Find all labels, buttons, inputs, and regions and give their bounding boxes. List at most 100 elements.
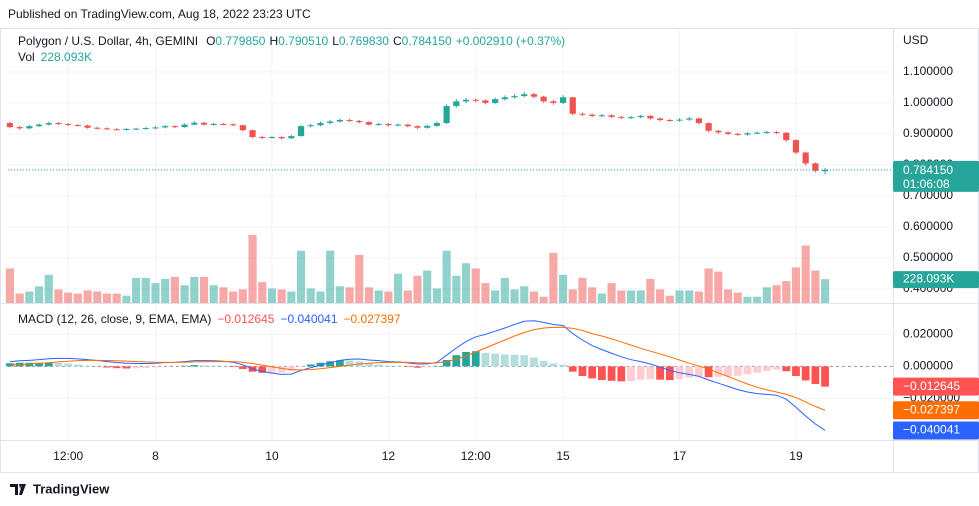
macd-histogram-bar bbox=[306, 364, 315, 367]
candle-body bbox=[356, 120, 363, 123]
macd-histogram-bar bbox=[627, 366, 635, 381]
candle-body bbox=[734, 133, 741, 135]
macd-histogram-bar bbox=[695, 366, 703, 377]
candle-body bbox=[191, 122, 198, 125]
macd-histogram-bar bbox=[762, 366, 771, 371]
macd-histogram-bar bbox=[491, 353, 500, 367]
header: Published on TradingView.com, Aug 18, 20… bbox=[8, 7, 311, 21]
macd-histogram-bar bbox=[724, 366, 732, 377]
candle-body bbox=[336, 119, 343, 122]
candle-body bbox=[501, 97, 508, 100]
candle-body bbox=[530, 94, 538, 97]
volume-bar bbox=[607, 283, 616, 303]
volume-bar bbox=[811, 270, 820, 303]
candle-body bbox=[754, 132, 761, 134]
candle-body bbox=[608, 115, 615, 117]
y-tick-label: 1.100000 bbox=[903, 64, 953, 78]
macd-histogram-bar bbox=[733, 366, 742, 376]
candle-body bbox=[65, 123, 72, 125]
candle-body bbox=[540, 96, 547, 102]
macd-histogram-bar bbox=[229, 366, 238, 368]
volume-bar bbox=[646, 278, 655, 303]
macd-histogram-bar bbox=[530, 357, 538, 367]
volume-bar bbox=[44, 274, 53, 303]
volume-bar bbox=[151, 283, 160, 303]
candle-body bbox=[433, 123, 441, 126]
candle-body bbox=[637, 115, 644, 118]
macd-histogram-bar bbox=[500, 354, 509, 367]
candle-body bbox=[6, 123, 14, 128]
x-tick-label: 12 bbox=[382, 449, 396, 463]
volume-bar bbox=[500, 277, 509, 303]
candle-body bbox=[152, 127, 159, 129]
macd-histogram-bar bbox=[782, 366, 791, 372]
volume-bar bbox=[529, 291, 539, 303]
candle-body bbox=[773, 132, 780, 134]
macd-histogram-bar bbox=[743, 366, 752, 375]
candle-body bbox=[492, 99, 499, 103]
macd-histogram-bar bbox=[462, 352, 470, 367]
candle-body bbox=[443, 106, 450, 124]
macd-histogram-bar bbox=[539, 360, 548, 367]
volume-bar bbox=[442, 250, 451, 303]
macd-histogram-bar bbox=[772, 366, 781, 370]
macd-title: MACD (12, 26, close, 9, EMA, EMA) bbox=[18, 312, 211, 326]
x-tick-label: 8 bbox=[152, 449, 159, 463]
ohlc-value: 0.769830 bbox=[339, 34, 389, 48]
candle-body bbox=[35, 124, 43, 127]
volume-bar bbox=[229, 291, 238, 303]
ohlc-key: L bbox=[332, 34, 339, 48]
volume-bar bbox=[161, 278, 170, 303]
volume-bar bbox=[675, 290, 684, 303]
macd-histogram-bar bbox=[365, 363, 373, 367]
candle-body bbox=[657, 118, 664, 120]
candle-body bbox=[26, 126, 33, 129]
candle-body bbox=[404, 124, 411, 127]
volume-bar bbox=[597, 293, 606, 303]
volume-bar bbox=[170, 276, 179, 303]
candle-body bbox=[103, 128, 111, 130]
macd-histogram-bar bbox=[559, 364, 567, 367]
candle-body bbox=[559, 97, 567, 103]
candle-body bbox=[307, 125, 314, 127]
volume-bar bbox=[471, 268, 480, 303]
candle-body bbox=[317, 123, 324, 126]
footer-brand: TradingView bbox=[33, 481, 110, 496]
volume-box-label: 228.093K bbox=[903, 271, 954, 285]
volume-bar bbox=[374, 290, 383, 303]
candle-body bbox=[521, 94, 528, 97]
volume-value: 228.093K bbox=[41, 50, 92, 64]
macd-histogram-bar bbox=[335, 360, 344, 367]
volume-bar bbox=[209, 285, 218, 303]
volume-bar bbox=[491, 290, 500, 303]
candle-body bbox=[55, 123, 62, 125]
candle-body bbox=[394, 124, 402, 126]
candle-body bbox=[695, 118, 703, 124]
candle-body bbox=[278, 137, 285, 139]
candle-body bbox=[123, 128, 130, 130]
volume-bar bbox=[772, 285, 781, 303]
macd-histogram-bar bbox=[180, 365, 189, 367]
candle-body bbox=[821, 169, 829, 172]
macd-histogram-bar bbox=[481, 352, 490, 367]
candle-body bbox=[579, 113, 586, 115]
volume-bar bbox=[219, 287, 228, 303]
candle-body bbox=[589, 114, 596, 116]
volume-bar bbox=[267, 288, 277, 303]
macd-histogram-bar bbox=[801, 366, 810, 381]
logo-icon bbox=[10, 484, 26, 495]
candle-body bbox=[84, 125, 91, 128]
volume-bar bbox=[238, 289, 247, 303]
candle-body bbox=[715, 130, 722, 133]
last-price-label: 0.784150 bbox=[903, 163, 953, 177]
macd-legend: MACD (12, 26, close, 9, EMA, EMA) −0.0126… bbox=[18, 312, 401, 326]
ohlc-key: O bbox=[206, 34, 215, 48]
volume-bar bbox=[335, 286, 344, 303]
macd-histogram-bar bbox=[423, 366, 432, 368]
volume-bar bbox=[452, 275, 461, 303]
volume-bar bbox=[520, 286, 529, 303]
macd-value-label: −0.027397 bbox=[903, 402, 960, 416]
volume-bar bbox=[93, 291, 102, 303]
candle-body bbox=[181, 124, 188, 128]
candle-body bbox=[812, 163, 819, 171]
